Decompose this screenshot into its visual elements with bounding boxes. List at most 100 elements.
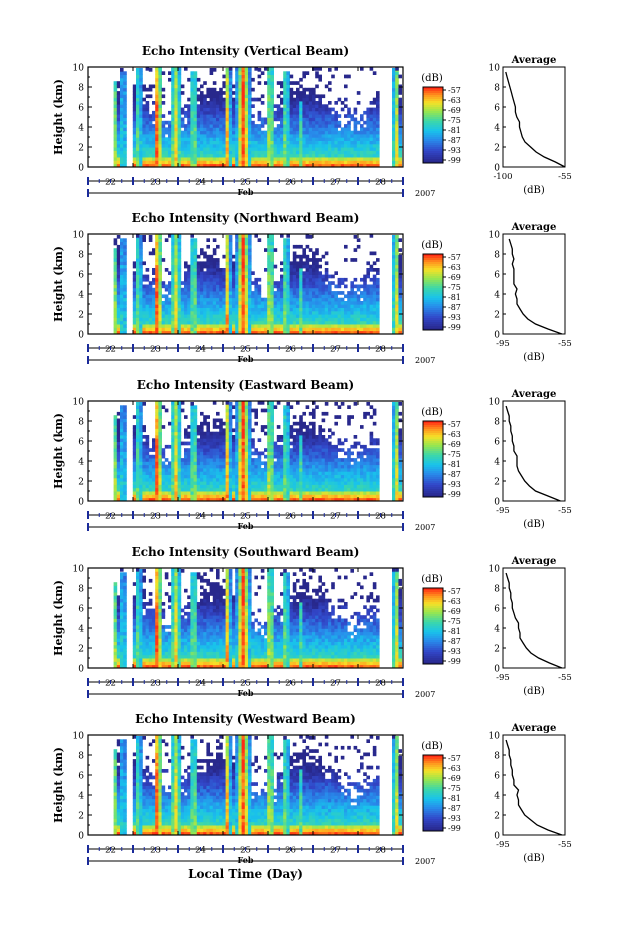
heatmap-cell [116, 464, 121, 469]
heatmap-cell [251, 330, 255, 335]
heatmap-cell [360, 67, 364, 71]
heatmap-cell [139, 464, 143, 469]
heatmap-cell [136, 268, 140, 272]
heatmap-cell [324, 294, 329, 299]
heatmap-cell [120, 127, 124, 132]
heatmap-cell [292, 277, 297, 282]
heatmap-cell [305, 307, 310, 312]
heatmap-cell [270, 101, 274, 105]
heatmap-cell [161, 468, 166, 472]
heatmap-cell [248, 101, 252, 105]
heatmap-cell [152, 124, 156, 128]
heatmap-cell [232, 91, 236, 95]
colorbar-segment [423, 270, 443, 273]
heatmap-cell [136, 458, 140, 462]
heatmap-cell [283, 94, 287, 99]
heatmap-cell [200, 130, 204, 135]
heatmap-cell [152, 330, 156, 335]
heatmap-cell [113, 291, 118, 295]
heatmap-cell [257, 81, 262, 85]
heatmap-cell [248, 74, 252, 79]
heatmap-cell [340, 107, 345, 112]
heatmap-cell [216, 304, 220, 308]
heatmap-cell [203, 301, 207, 305]
heatmap-cell [116, 421, 121, 426]
heatmap-cell [302, 147, 306, 151]
heatmap-cell [193, 481, 198, 485]
heatmap-cell [315, 281, 319, 285]
heatmap-cell [376, 104, 380, 108]
month-label: Feb [238, 354, 254, 364]
heatmap-cell [299, 101, 303, 105]
heatmap-cell [267, 261, 271, 266]
heatmap-cell [171, 324, 175, 328]
profile-line [508, 238, 563, 335]
heatmap-cell [254, 327, 258, 332]
heatmap-cell [136, 451, 140, 456]
heatmap-cell [139, 474, 143, 479]
heatmap-cell [203, 494, 207, 499]
heatmap-cell [148, 94, 153, 99]
heatmap-cell [283, 264, 287, 269]
heatmap-cell [168, 484, 172, 489]
heatmap-cell [116, 271, 121, 275]
heatmap-cell [177, 163, 182, 168]
heatmap-cell [222, 297, 226, 302]
heatmap-cell [350, 143, 354, 148]
heatmap-cell [190, 97, 194, 102]
heatmap-cell [116, 137, 121, 141]
heatmap-cell [395, 291, 399, 295]
heatmap-cell [267, 234, 271, 238]
heatmap-cell [260, 120, 265, 125]
heatmap-cell [187, 104, 191, 108]
heatmap-cell [337, 291, 342, 295]
heatmap-cell [155, 425, 159, 429]
heatmap-cell [206, 157, 210, 161]
heatmap-cell [113, 110, 118, 115]
heatmap-cell [161, 160, 166, 165]
heatmap-cell [286, 114, 290, 118]
heatmap-cell [145, 487, 150, 492]
heatmap-cell [155, 477, 159, 482]
heatmap-cell [171, 147, 175, 151]
heatmap-cell [302, 153, 306, 158]
heatmap-cell [132, 487, 137, 492]
heatmap-cell [200, 441, 204, 446]
heatmap-cell [161, 120, 166, 125]
heatmap-cell [232, 268, 236, 272]
heatmap-cell [222, 137, 226, 141]
heatmap-cell [235, 134, 239, 138]
heatmap-cell [120, 287, 124, 292]
heatmap-cell [174, 431, 178, 436]
heatmap-cell [369, 67, 374, 71]
heatmap-cell [216, 137, 220, 141]
heatmap-cell [305, 147, 310, 151]
heatmap-cell [212, 448, 217, 452]
heatmap-cell [292, 330, 297, 335]
heatmap-cell [305, 127, 310, 132]
heatmap-cell [174, 438, 178, 442]
heatmap-cell [158, 284, 162, 289]
colorbar-segment [423, 296, 443, 299]
heatmap-cell [296, 261, 300, 266]
heatmap-cell [267, 277, 271, 282]
heatmap-cell [248, 281, 252, 285]
heatmap-cell [312, 294, 316, 299]
heatmap-cell [296, 314, 300, 318]
heatmap-cell [395, 153, 399, 158]
heatmap-cell [142, 327, 146, 332]
heatmap-cell [334, 163, 338, 168]
heatmap-cell [398, 97, 402, 102]
heatmap-cell [184, 291, 188, 295]
heatmap-cell [350, 117, 354, 122]
heatmap-cell [168, 481, 172, 485]
heatmap-cell [264, 134, 268, 138]
heatmap-cell [283, 291, 287, 295]
heatmap-cell [257, 110, 262, 115]
heatmap-cell [324, 277, 329, 282]
heatmap-cell [267, 307, 271, 312]
heatmap-cell [395, 94, 399, 99]
heatmap-cell [312, 287, 316, 292]
heatmap-cell [171, 71, 175, 75]
heatmap-cell [158, 277, 162, 282]
